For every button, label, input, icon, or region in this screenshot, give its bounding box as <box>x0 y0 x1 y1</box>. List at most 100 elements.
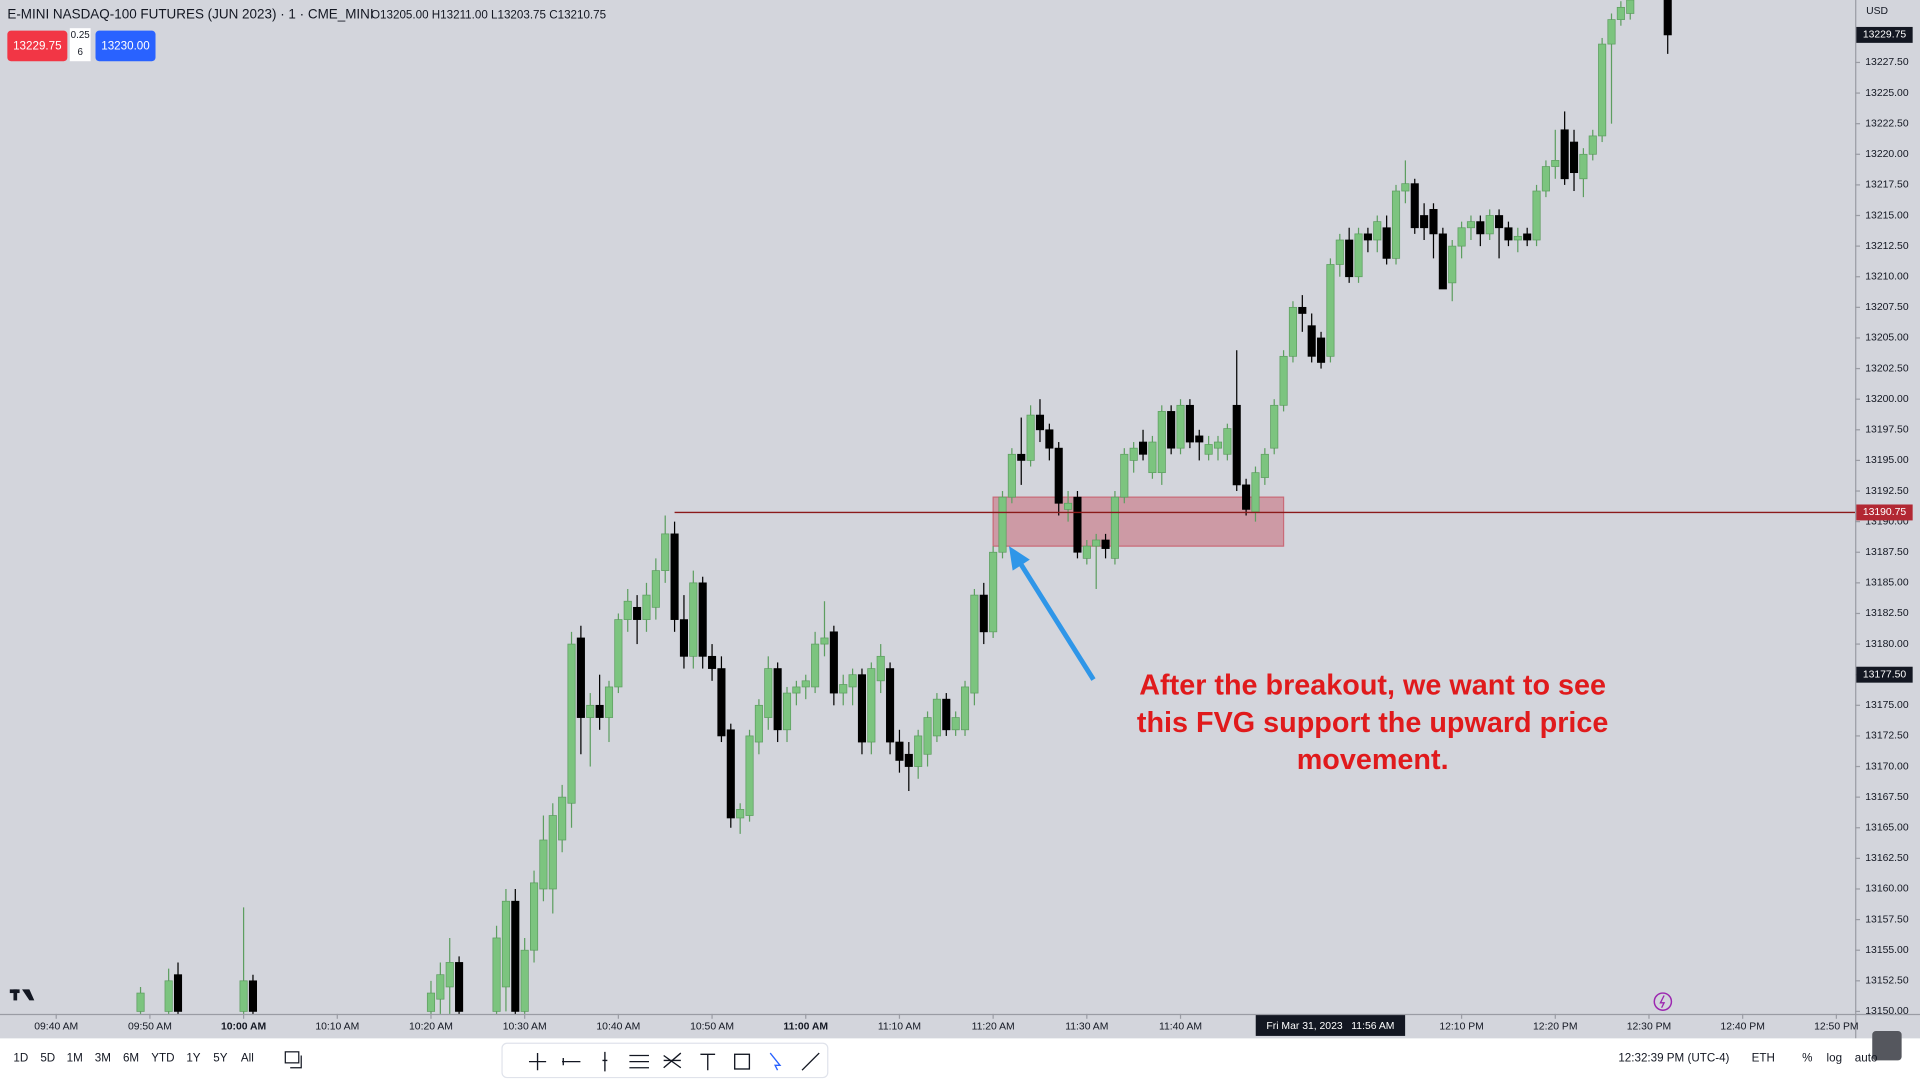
candle-body <box>501 900 510 988</box>
range-button[interactable]: 5Y <box>213 1052 227 1065</box>
y-tick-label: 13167.50 <box>1865 792 1909 803</box>
candle-body <box>923 717 932 755</box>
y-tick-label: 13200.00 <box>1865 394 1909 405</box>
candle-body <box>979 594 988 633</box>
range-button[interactable]: YTD <box>151 1052 174 1065</box>
range-button[interactable]: 1Y <box>186 1052 200 1065</box>
settings-button[interactable] <box>1872 1031 1902 1061</box>
candle-body <box>1345 239 1354 278</box>
y-tick-label: 13225.00 <box>1865 88 1909 99</box>
range-button[interactable]: 1D <box>13 1052 28 1065</box>
candle-body <box>1045 429 1054 449</box>
y-tick-label: 13170.00 <box>1865 761 1909 772</box>
y-tick-label: 13227.50 <box>1865 57 1909 68</box>
y-tick-label: 13212.50 <box>1865 241 1909 252</box>
candle-body <box>764 668 773 718</box>
x-tick-label: 10:10 AM <box>315 1021 359 1032</box>
drawing-tools[interactable] <box>528 1051 820 1072</box>
x-tick-label: 11:30 AM <box>1065 1021 1108 1032</box>
buy-button[interactable] <box>95 30 156 62</box>
candle-body <box>801 680 810 688</box>
range-button[interactable]: 3M <box>95 1052 111 1065</box>
candle-body <box>567 643 576 804</box>
sell-price[interactable]: 13229.75 <box>13 40 62 53</box>
range-button[interactable]: 6M <box>123 1052 139 1065</box>
range-button[interactable]: 1M <box>67 1052 83 1065</box>
y-tick-label: 13150.00 <box>1865 1006 1909 1017</box>
candle-body <box>1279 355 1288 406</box>
candle-body <box>558 796 567 841</box>
candle-body <box>1185 404 1194 443</box>
candle-body <box>1335 239 1344 265</box>
candle-body <box>173 974 183 1012</box>
crosshair-time-label: Fri Mar 31, 2023 11:56 AM <box>1266 1021 1394 1032</box>
x-tick-label: 12:40 PM <box>1720 1021 1764 1032</box>
sell-button[interactable] <box>7 30 68 62</box>
candle-body <box>1495 215 1504 229</box>
y-tick-label: 13162.50 <box>1865 853 1909 864</box>
currency[interactable]: USD <box>1866 6 1888 17</box>
candle-body <box>1363 233 1372 241</box>
candle-body <box>1532 190 1541 241</box>
x-tick-label: 12:50 PM <box>1814 1021 1858 1032</box>
candle-body <box>511 900 520 1012</box>
candle-body <box>1092 539 1101 547</box>
candle-body <box>1476 221 1485 235</box>
candle-body <box>848 674 857 688</box>
chart-option[interactable]: ETH <box>1752 1052 1775 1065</box>
candle-body <box>1607 19 1616 45</box>
candle-body <box>1541 166 1550 192</box>
candle-body <box>736 809 745 819</box>
candle-body <box>1448 245 1457 284</box>
candle-body <box>1354 233 1363 278</box>
y-tick-label: 13182.50 <box>1865 608 1909 619</box>
y-tick-label: 13157.50 <box>1865 914 1909 925</box>
candle-body <box>661 533 670 571</box>
candle-body <box>1373 221 1382 241</box>
chart-option[interactable]: % <box>1802 1052 1812 1065</box>
candle-body <box>1270 404 1279 449</box>
compare-icon[interactable] <box>284 1051 302 1069</box>
candle-body <box>932 698 941 737</box>
range-button[interactable]: All <box>241 1052 254 1065</box>
x-tick-label: 10:00 AM <box>221 1021 266 1032</box>
y-tick-label: 13160.00 <box>1865 884 1909 895</box>
x-tick-label: 12:30 PM <box>1627 1021 1671 1032</box>
candle-body <box>942 698 951 731</box>
ohlc-legend: O13205.00 H13211.00 L13203.75 C13210.75 <box>371 8 606 21</box>
y-tick-label: 13217.50 <box>1865 180 1909 191</box>
candle-body <box>1064 502 1073 510</box>
candle-body <box>651 570 660 608</box>
candle-body <box>1616 6 1625 20</box>
candle-body <box>1579 153 1588 180</box>
candle-body <box>248 980 258 1012</box>
candle-body <box>670 533 679 620</box>
x-tick-label: 10:30 AM <box>503 1021 547 1032</box>
lightning-icon[interactable] <box>1653 992 1673 1011</box>
chart-option[interactable]: log <box>1827 1052 1843 1065</box>
candle-body <box>689 582 698 657</box>
chart-option[interactable]: auto <box>1855 1052 1878 1065</box>
x-tick-label: 11:00 AM <box>783 1021 828 1032</box>
candle-body <box>867 668 876 743</box>
candle-body <box>1176 404 1185 449</box>
range-button[interactable]: 5D <box>40 1052 55 1065</box>
plot-area <box>136 0 1856 1014</box>
candle-body <box>1139 441 1148 455</box>
candle-body <box>1401 183 1410 192</box>
candle-body <box>492 937 501 1012</box>
y-tick-label: 13202.50 <box>1865 363 1909 374</box>
candle-body <box>576 637 585 718</box>
candle-body <box>1429 209 1438 235</box>
buy-price[interactable]: 13230.00 <box>101 40 150 53</box>
candle-body <box>726 729 735 819</box>
fvg-zone <box>992 496 1285 547</box>
candle-body <box>1410 183 1419 229</box>
candle-body <box>548 815 557 890</box>
crosshair-price-label: 13177.50 <box>1863 669 1907 680</box>
quantity[interactable]: 6 <box>77 47 83 58</box>
x-tick-label: 12:20 PM <box>1533 1021 1577 1032</box>
